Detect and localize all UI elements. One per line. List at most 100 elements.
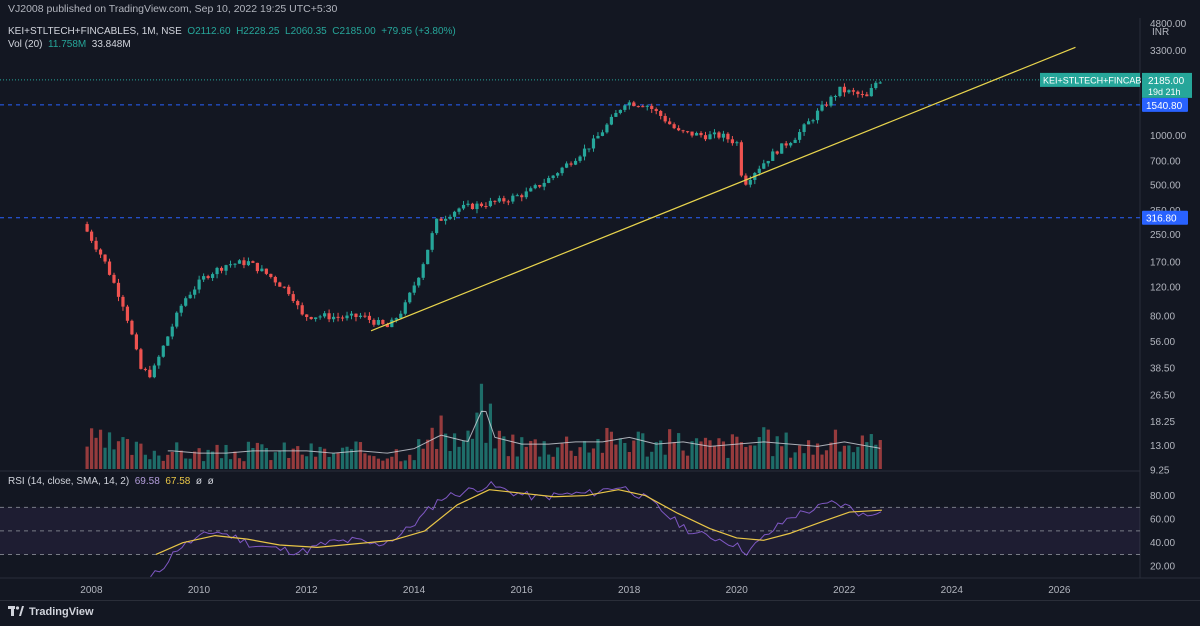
candle-body bbox=[287, 286, 291, 295]
volume-bar bbox=[775, 436, 779, 469]
candle-body bbox=[573, 160, 578, 165]
volume-bar bbox=[228, 459, 233, 469]
candle-body bbox=[564, 163, 569, 168]
candle-body bbox=[578, 156, 582, 161]
level-price-label: 1540.80 bbox=[1146, 101, 1183, 112]
price-tick-label: 500.00 bbox=[1150, 181, 1181, 192]
volume-bar bbox=[609, 431, 614, 469]
volume-bar bbox=[193, 451, 197, 469]
candle-body bbox=[354, 313, 358, 318]
candle-body bbox=[430, 233, 434, 250]
candle-body bbox=[851, 90, 855, 92]
volume-bar bbox=[255, 442, 259, 469]
volume-bar bbox=[89, 428, 94, 469]
candle-body bbox=[470, 203, 475, 210]
volume-bar bbox=[484, 442, 488, 469]
volume-bar bbox=[152, 450, 156, 469]
candle-body bbox=[219, 267, 224, 271]
volume-bar bbox=[520, 437, 524, 469]
volume-bar bbox=[766, 429, 770, 469]
volume-bar bbox=[237, 458, 242, 469]
candle-body bbox=[529, 188, 533, 192]
volume-bar bbox=[394, 449, 398, 469]
candle-body bbox=[408, 292, 412, 303]
candle-body bbox=[511, 195, 515, 202]
candle-body bbox=[314, 317, 318, 320]
volume-bar bbox=[511, 434, 515, 469]
candle-body bbox=[399, 313, 403, 319]
volume-bar bbox=[251, 447, 255, 469]
candle-body bbox=[305, 314, 309, 318]
volume-bar bbox=[116, 441, 121, 469]
volume-bar bbox=[210, 451, 215, 469]
volume-bar bbox=[170, 451, 174, 469]
candle-body bbox=[878, 82, 882, 84]
volume-bar bbox=[694, 438, 699, 469]
candle-body bbox=[582, 148, 587, 157]
volume-bar bbox=[632, 440, 636, 469]
candle-body bbox=[771, 151, 775, 161]
volume-value: 11.758M bbox=[48, 39, 87, 50]
volume-ma-value: 33.848M bbox=[91, 39, 131, 50]
volume-bar bbox=[600, 452, 605, 469]
time-tick-label: 2016 bbox=[510, 585, 533, 596]
volume-bar bbox=[470, 438, 475, 469]
candle-body bbox=[390, 319, 394, 328]
volume-bar bbox=[358, 442, 363, 469]
volume-bar bbox=[399, 461, 403, 469]
volume-bar bbox=[833, 429, 838, 469]
volume-bar bbox=[408, 454, 412, 469]
time-tick-label: 2024 bbox=[941, 585, 964, 596]
volume-bar bbox=[327, 456, 331, 469]
volume-bar bbox=[798, 445, 802, 469]
level-price-label: 316.80 bbox=[1146, 214, 1177, 225]
volume-bar bbox=[390, 456, 394, 469]
candle-body bbox=[228, 264, 233, 266]
candle-body bbox=[672, 124, 676, 129]
candle-body bbox=[524, 191, 528, 198]
candle-body bbox=[654, 109, 658, 112]
time-tick-label: 2018 bbox=[618, 585, 641, 596]
candle-body bbox=[820, 104, 824, 111]
volume-bar bbox=[542, 441, 546, 469]
candle-body bbox=[596, 135, 600, 139]
price-tick-label: 26.50 bbox=[1150, 390, 1175, 401]
rsi-legend[interactable]: RSI (14, close, SMA, 14, 2) 69.58 67.58 … bbox=[8, 476, 214, 487]
volume-bar bbox=[188, 458, 192, 469]
candle-body bbox=[143, 368, 147, 370]
volume-bar bbox=[708, 440, 712, 469]
volume-bar bbox=[184, 458, 188, 469]
candle-body bbox=[103, 254, 107, 262]
candle-body bbox=[444, 218, 448, 221]
volume-bar bbox=[596, 439, 600, 469]
volume-bar bbox=[340, 447, 345, 469]
volume-bar bbox=[690, 441, 694, 469]
symbol-name[interactable]: KEI+STLTECH+FINCABLES, 1M, NSE bbox=[8, 26, 182, 37]
tradingview-logo[interactable]: TradingView bbox=[8, 606, 94, 618]
candle-body bbox=[587, 148, 591, 150]
volume-bar bbox=[461, 440, 466, 469]
volume-bar bbox=[762, 427, 766, 469]
volume-bar bbox=[85, 446, 89, 469]
volume-bar bbox=[215, 444, 219, 469]
candle-body bbox=[112, 274, 116, 283]
candle-body bbox=[497, 198, 501, 202]
candle-body bbox=[457, 208, 461, 212]
volume-bar bbox=[435, 448, 439, 469]
candle-body bbox=[152, 365, 156, 378]
volume-bar bbox=[296, 446, 300, 469]
volume-bar bbox=[417, 439, 421, 469]
price-chart[interactable]: INR4800.003300.001000.00700.00500.00350.… bbox=[0, 0, 1200, 600]
candle-body bbox=[255, 262, 259, 272]
volume-bar bbox=[524, 446, 528, 469]
candle-body bbox=[273, 276, 277, 283]
candle-body bbox=[264, 268, 268, 274]
volume-bar bbox=[824, 450, 829, 469]
tradingview-mark-icon bbox=[8, 606, 24, 616]
volume-bar bbox=[564, 436, 569, 469]
candle-body bbox=[829, 96, 833, 106]
ohlc-close: C2185.00 bbox=[332, 26, 376, 37]
volume-bar bbox=[829, 442, 833, 469]
volume-legend[interactable]: Vol (20) 11.758M 33.848M bbox=[8, 39, 131, 50]
candle-body bbox=[780, 143, 784, 154]
